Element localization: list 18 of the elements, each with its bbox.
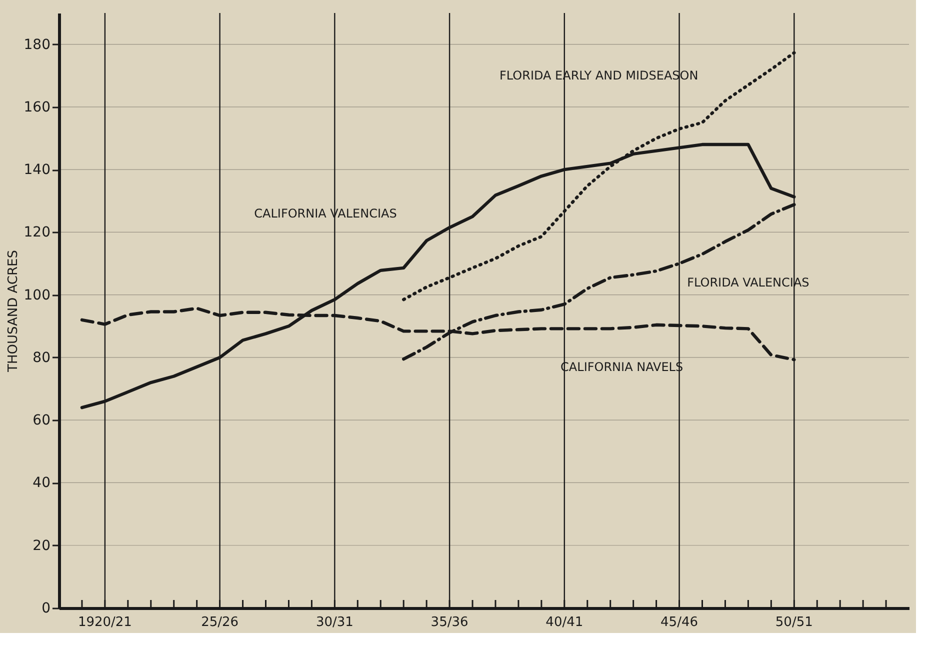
- y-tick-label: 120: [24, 224, 50, 241]
- y-tick-label: 20: [32, 538, 50, 554]
- y-tick-label: 160: [24, 99, 50, 116]
- y-axis-title: THOUSAND ACRES: [6, 250, 21, 373]
- y-tick-label: 60: [32, 412, 50, 429]
- y-tick-label: 0: [42, 600, 50, 616]
- y-tick-label: 100: [24, 287, 50, 304]
- x-tick-label: 30/31: [316, 615, 354, 630]
- x-tick-label: 1920/21: [78, 615, 132, 630]
- x-tick-label: 40/41: [546, 615, 584, 630]
- y-tick-label: 80: [32, 350, 50, 366]
- y-tick-label: 140: [24, 162, 50, 178]
- x-tick-label: 50/51: [775, 615, 813, 630]
- x-tick-label: 45/46: [660, 615, 698, 630]
- x-tick-label: 25/26: [201, 615, 239, 630]
- x-tick-label: 35/36: [430, 615, 468, 630]
- y-tick-label: 40: [32, 475, 50, 492]
- y-tick-label: 180: [24, 36, 50, 53]
